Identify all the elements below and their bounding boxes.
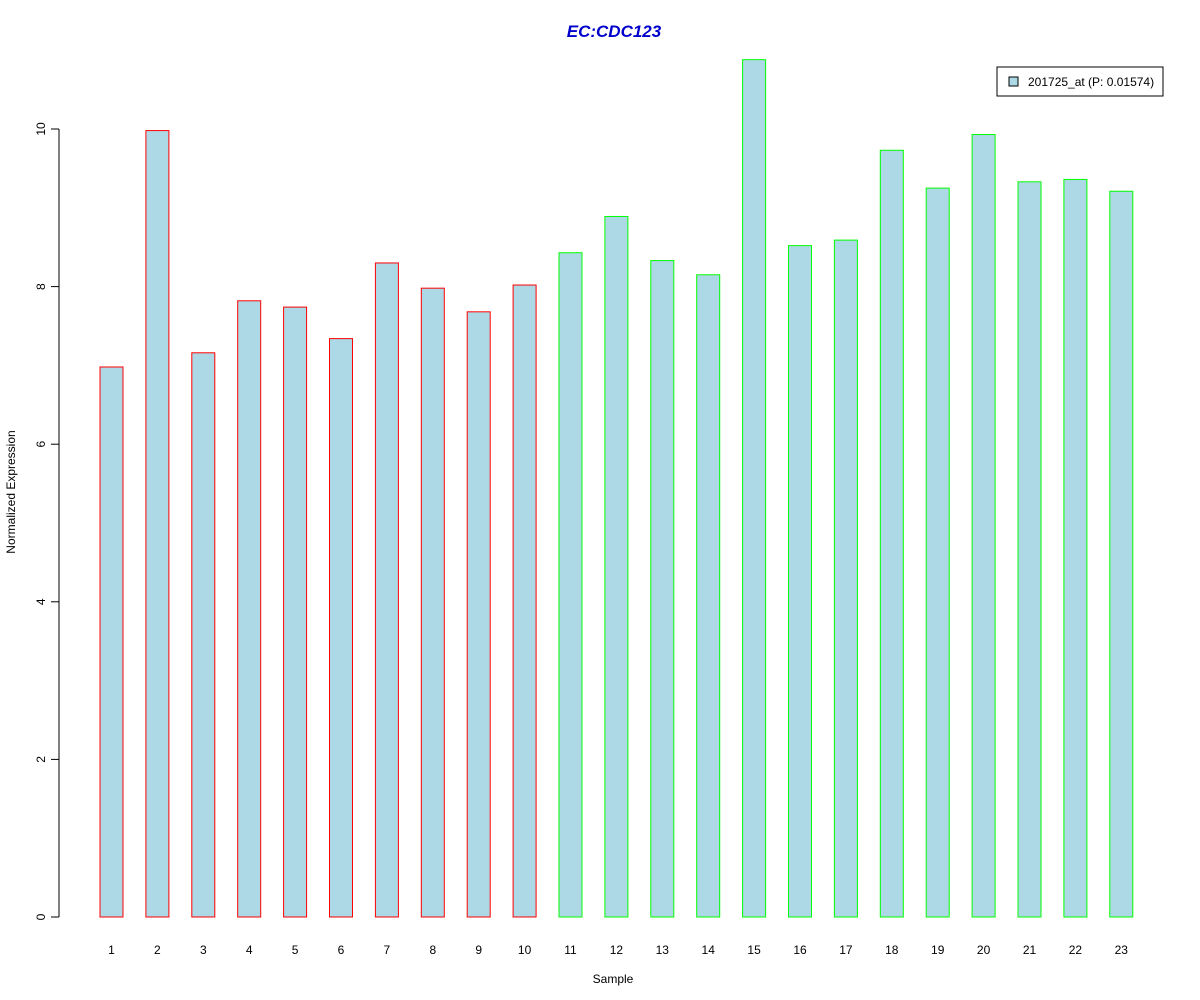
x-tick-label: 23 [1115,943,1129,957]
x-tick-label: 21 [1023,943,1037,957]
chart-title: EC:CDC123 [567,22,662,41]
bar [1109,190,1134,918]
x-tick-label: 12 [610,943,624,957]
y-tick-label: 6 [34,441,48,448]
bar [833,239,858,918]
x-tick-label: 20 [977,943,991,957]
bar [925,187,950,918]
bar [604,215,629,918]
bars [99,59,1134,918]
x-tick-label: 16 [793,943,807,957]
bar [1063,178,1088,918]
y-axis: 0 2 4 6 8 10 [34,122,60,920]
bar [466,311,491,918]
x-tick-label: 7 [384,943,391,957]
y-tick-label: 0 [34,913,48,920]
x-tick-label: 13 [656,943,670,957]
x-tick-label: 6 [338,943,345,957]
x-tick-labels: 1 2 3 4 5 6 7 8 9 10 11 12 13 14 15 16 17 18 19 20 21 22 23 [108,943,1128,957]
bar [420,287,445,918]
bar [283,306,308,918]
x-tick-label: 15 [747,943,761,957]
y-tick-label: 4 [34,598,48,605]
legend-box [996,66,1164,97]
bar [145,130,170,918]
bar [971,134,996,918]
y-tick-label: 8 [34,283,48,290]
bar [696,274,721,918]
x-tick-label: 3 [200,943,207,957]
x-tick-label: 4 [246,943,253,957]
x-tick-label: 10 [518,943,532,957]
x-tick-label: 1 [108,943,115,957]
bar [558,252,583,918]
bar [374,262,399,918]
x-tick-label: 2 [154,943,161,957]
bar [99,366,124,918]
x-tick-label: 22 [1069,943,1083,957]
x-tick-label: 11 [564,943,577,957]
x-tick-label: 14 [702,943,716,957]
legend-series-label: 201725_at (P: 0.01574) [1028,75,1154,89]
x-tick-label: 9 [475,943,482,957]
x-tick-label: 17 [839,943,853,957]
y-tick-label: 2 [34,756,48,763]
bar [191,352,216,918]
y-axis-label: Normalized Expression [4,430,18,553]
bar [1017,181,1042,918]
x-tick-label: 18 [885,943,899,957]
legend-swatch [1008,76,1019,87]
legend: 201725_at (P: 0.01574) [996,66,1164,97]
x-axis-label: Sample [593,972,634,986]
x-tick-label: 8 [429,943,436,957]
bar [650,260,675,918]
x-tick-label: 19 [931,943,945,957]
bar [512,284,537,918]
bar [742,59,767,918]
x-tick-label: 5 [292,943,299,957]
bar [329,338,353,918]
bar [879,149,904,918]
y-tick-label: 10 [34,122,48,136]
bar [788,245,812,918]
bar [237,300,262,918]
